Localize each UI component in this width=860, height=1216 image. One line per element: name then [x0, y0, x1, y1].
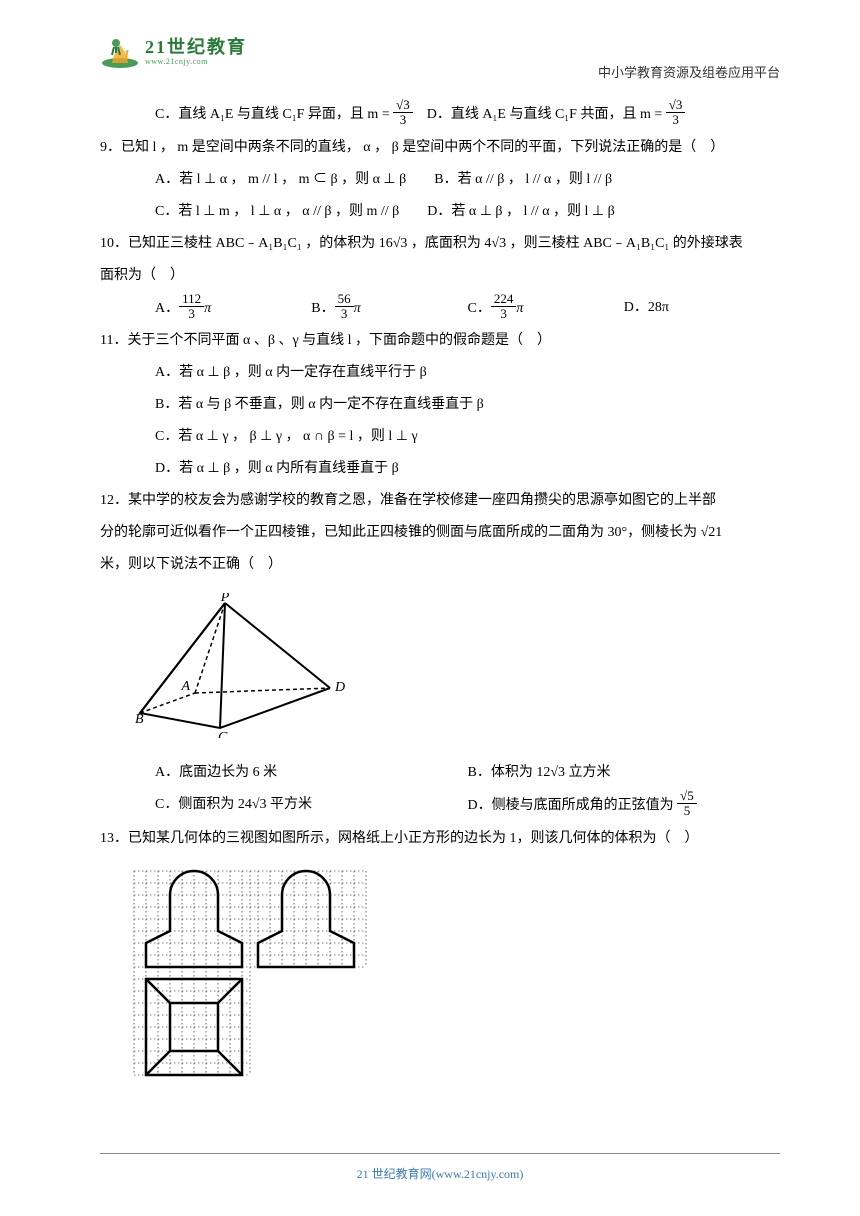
q9-cd: C．若 l ⊥ m ， l ⊥ α ， α // β ，则 m // β D．若…	[100, 198, 780, 226]
svg-text:A: A	[180, 679, 190, 694]
q13-stem: 13．已知某几何体的三视图如图所示，网格纸上小正方形的边长为 1，则该几何体的体…	[100, 825, 780, 853]
page-footer: 21 世纪教育网(www.21cnjy.com)	[100, 1153, 780, 1186]
q10-stem: 10．已知正三棱柱 ABC﹣A₁B₁C₁ ，的体积为 16√3 ，底面积为 4√…	[100, 230, 780, 258]
q9-ab: A．若 l ⊥ α ， m // l ， m ⊂ β ，则 α ⊥ β B．若 …	[100, 166, 780, 194]
q10-options: A．1123π B．563π C．2243π D．28π	[100, 294, 780, 324]
q12-stem2: 分的轮廓可近似看作一个正四棱锥，已知此正四棱锥的侧面与底面所成的二面角为 30°…	[100, 519, 780, 547]
svg-text:C: C	[218, 730, 228, 738]
q12-a: A．底面边长为 6 米	[155, 759, 468, 787]
three-views-diagram	[130, 867, 370, 1087]
q12-stem1: 12．某中学的校友会为感谢学校的教育之恩，准备在学校修建一座四角攒尖的思源亭如图…	[100, 487, 780, 515]
q12-options-ab: A．底面边长为 6 米 B．体积为 12√3 立方米	[100, 759, 780, 787]
q11-d: D．若 α ⊥ β ，则 α 内所有直线垂直于 β	[100, 455, 780, 483]
logo-en: www.21cnjy.com	[145, 58, 247, 67]
q8c-frac: √33	[393, 98, 413, 128]
q11-a: A．若 α ⊥ β ，则 α 内一定存在直线平行于 β	[100, 359, 780, 387]
q8c-text: C．直线 A₁E 与直线 C₁F 异面，且 m =	[155, 107, 393, 122]
q11-c: C．若 α ⊥ γ ， β ⊥ γ ， α ∩ β = l ，则 l ⊥ γ	[100, 423, 780, 451]
page-content: C．直线 A₁E 与直线 C₁F 异面，且 m = √33 D．直线 A₁E 与…	[100, 100, 780, 1108]
q9-stem: 9．已知 l ， m 是空间中两条不同的直线， α ， β 是空间中两个不同的平…	[100, 134, 780, 162]
svg-text:1: 1	[123, 48, 130, 63]
q8d-text: D．直线 A₁E 与直线 C₁F 共面，且 m =	[413, 107, 666, 122]
q10-a: A．1123π	[155, 294, 311, 324]
pyramid-diagram: P A B C D	[130, 593, 350, 738]
q11-b: B．若 α 与 β 不垂直，则 α 内一定不存在直线垂直于 β	[100, 391, 780, 419]
header-right-text: 中小学教育资源及组卷应用平台	[598, 60, 780, 86]
svg-text:D: D	[334, 680, 345, 695]
q10-d: D．28π	[624, 294, 780, 324]
svg-text:B: B	[135, 712, 144, 727]
q10-stem2: 面积为（ ）	[100, 262, 780, 290]
header-logo: 1 21世纪教育 www.21cnjy.com	[100, 35, 247, 70]
q12-d: D．侧棱与底面所成角的正弦值为 √55	[468, 791, 781, 821]
q12-options-cd: C．侧面积为 24√3 平方米 D．侧棱与底面所成角的正弦值为 √55	[100, 791, 780, 821]
q8-option-cd: C．直线 A₁E 与直线 C₁F 异面，且 m = √33 D．直线 A₁E 与…	[100, 100, 780, 130]
q12-b: B．体积为 12√3 立方米	[468, 759, 781, 787]
q10-b: B．563π	[311, 294, 467, 324]
q8d-frac: √33	[666, 98, 686, 128]
logo-cn: 21世纪教育	[145, 38, 247, 58]
svg-text:P: P	[220, 593, 230, 605]
logo-text: 21世纪教育 www.21cnjy.com	[145, 38, 247, 67]
q12-c: C．侧面积为 24√3 平方米	[155, 791, 468, 821]
q12-stem3: 米，则以下说法不正确（ ）	[100, 551, 780, 579]
logo-icon: 1	[100, 35, 140, 70]
q11-stem: 11．关于三个不同平面 α 、β 、γ 与直线 l ，下面命题中的假命题是（ ）	[100, 327, 780, 355]
q10-c: C．2243π	[468, 294, 624, 324]
